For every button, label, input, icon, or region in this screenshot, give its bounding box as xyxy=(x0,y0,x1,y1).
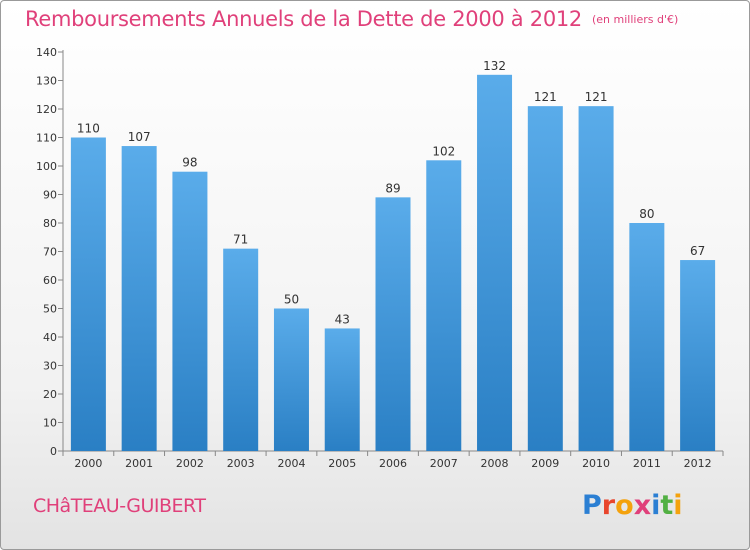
chart-title: Remboursements Annuels de la Dette de 20… xyxy=(25,7,678,31)
y-tick-label: 60 xyxy=(43,274,57,287)
bar-value-label: 132 xyxy=(483,59,506,73)
logo-letter: r xyxy=(601,490,616,521)
bar xyxy=(477,74,513,452)
x-tick-label: 2009 xyxy=(531,457,559,470)
bar-value-label: 107 xyxy=(128,130,151,144)
x-tick-label: 2001 xyxy=(125,457,153,470)
bar-value-label: 102 xyxy=(432,144,455,158)
logo-letter: t xyxy=(660,490,674,521)
bar xyxy=(578,106,614,452)
y-tick-label: 30 xyxy=(43,360,57,373)
x-tick-label: 2006 xyxy=(379,457,407,470)
bar xyxy=(223,248,259,451)
x-tick-label: 2012 xyxy=(684,457,712,470)
bar xyxy=(680,260,716,451)
bar xyxy=(70,137,106,451)
y-tick-label: 120 xyxy=(36,103,57,116)
bar-value-label: 50 xyxy=(284,293,299,307)
chart-title-text: Remboursements Annuels de la Dette de 20… xyxy=(25,7,582,31)
x-tick-label: 2000 xyxy=(74,457,102,470)
y-tick-label: 40 xyxy=(43,331,57,344)
logo-letter: x xyxy=(633,490,652,521)
bar xyxy=(121,146,157,452)
x-tick-label: 2007 xyxy=(430,457,458,470)
bar-value-label: 121 xyxy=(585,90,608,104)
chart-unit: (en milliers d'€) xyxy=(592,13,679,26)
bar xyxy=(273,308,309,451)
y-tick-label: 20 xyxy=(43,388,57,401)
y-tick-label: 0 xyxy=(50,445,57,458)
proxiti-logo: Proxiti xyxy=(582,490,683,521)
commune-name: CHâTEAU-GUIBERT xyxy=(33,495,206,517)
y-tick-label: 50 xyxy=(43,303,57,316)
bar xyxy=(629,223,665,451)
bar-value-label: 43 xyxy=(335,312,350,326)
logo-letter: i xyxy=(673,490,683,521)
bar xyxy=(375,197,411,451)
logo-letter: P xyxy=(582,490,602,521)
bar xyxy=(527,106,563,452)
logo-letter: i xyxy=(651,490,661,521)
y-tick-label: 140 xyxy=(36,46,57,59)
y-tick-label: 70 xyxy=(43,246,57,259)
bar-value-label: 71 xyxy=(233,233,248,247)
bar xyxy=(324,328,360,451)
bar-value-label: 98 xyxy=(182,156,197,170)
bar xyxy=(172,171,208,451)
y-tick-label: 110 xyxy=(36,132,57,145)
x-tick-label: 2011 xyxy=(633,457,661,470)
bar-value-label: 80 xyxy=(639,207,654,221)
x-tick-label: 2003 xyxy=(227,457,255,470)
bar-value-label: 67 xyxy=(690,244,705,258)
x-tick-label: 2002 xyxy=(176,457,204,470)
chart-bars: 110 107 98 71 50 43 89 102 132 121 121 80 67 xyxy=(70,59,716,452)
x-tick-label: 2004 xyxy=(277,457,305,470)
x-tick-label: 2005 xyxy=(328,457,356,470)
y-tick-label: 80 xyxy=(43,217,57,230)
x-tick-label: 2008 xyxy=(481,457,509,470)
y-tick-label: 10 xyxy=(43,417,57,430)
bar-value-label: 89 xyxy=(385,181,400,195)
y-tick-label: 100 xyxy=(36,160,57,173)
bar xyxy=(426,160,462,452)
logo-letter: o xyxy=(615,490,634,521)
bar-value-label: 121 xyxy=(534,90,557,104)
y-tick-label: 130 xyxy=(36,75,57,88)
bar-value-label: 110 xyxy=(77,122,100,136)
chart-axes: 0 10 20 30 40 50 60 70 80 90 100 110 120 130 140 2000 20… xyxy=(36,46,724,470)
x-tick-label: 2010 xyxy=(582,457,610,470)
y-tick-label: 90 xyxy=(43,189,57,202)
